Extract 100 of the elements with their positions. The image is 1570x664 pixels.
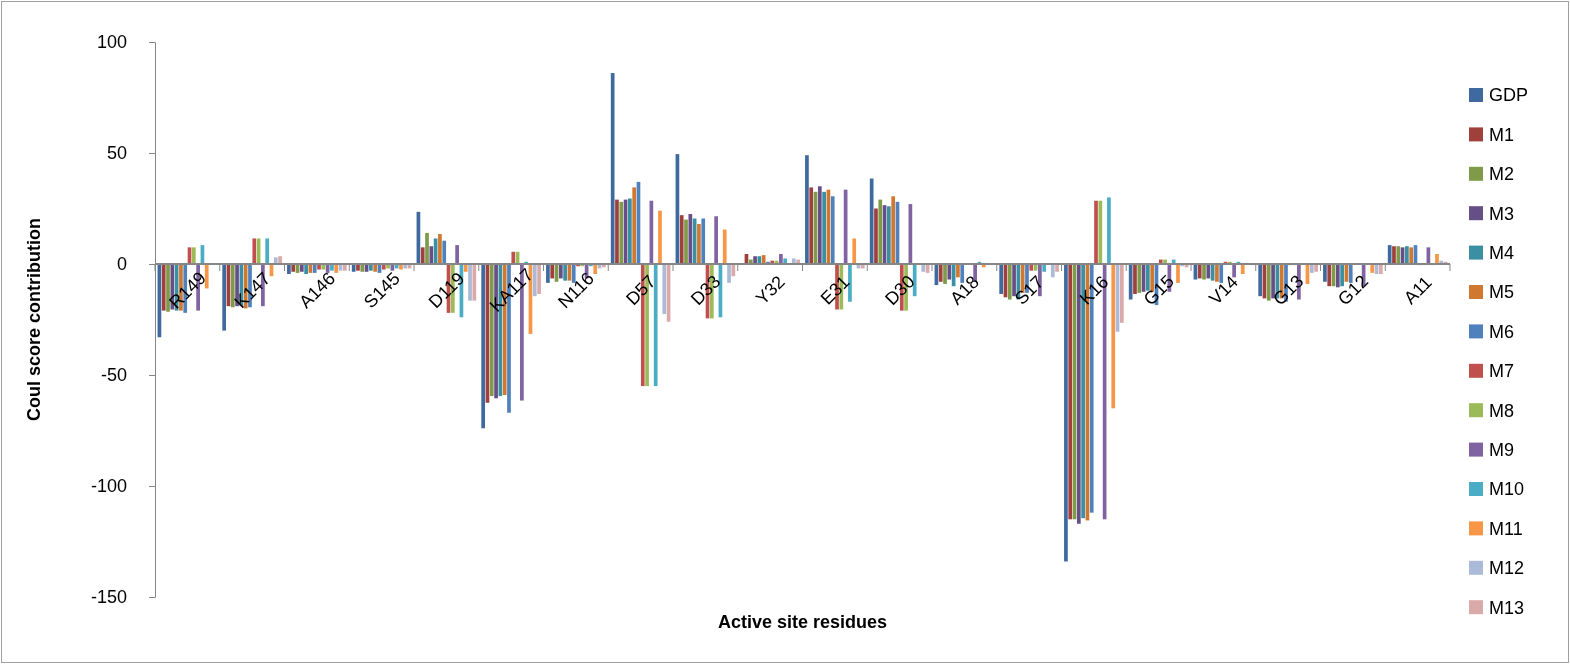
- bar: [287, 264, 291, 274]
- bar: [317, 264, 321, 270]
- bar: [1012, 264, 1016, 297]
- bar: [472, 264, 477, 301]
- bar: [351, 264, 356, 272]
- bar: [191, 247, 196, 264]
- bar: [356, 264, 360, 271]
- legend-label: M2: [1489, 164, 1515, 185]
- legend-label: M12: [1489, 558, 1525, 579]
- bar: [722, 229, 727, 264]
- bar: [1128, 264, 1133, 300]
- legend-label: M13: [1489, 597, 1525, 618]
- bar: [537, 264, 541, 294]
- x-axis-title: Active site residues: [717, 612, 888, 632]
- bar: [653, 264, 658, 387]
- legend-label: M8: [1489, 400, 1515, 421]
- bar: [1405, 246, 1409, 264]
- bar: [1042, 264, 1047, 272]
- bar: [420, 247, 425, 264]
- legend-label: M7: [1489, 361, 1515, 382]
- y-tick-label: -100: [90, 476, 127, 497]
- bar: [869, 178, 874, 264]
- bar: [1029, 264, 1034, 271]
- bar: [943, 264, 947, 284]
- bar: [628, 198, 632, 264]
- bar: [438, 234, 442, 264]
- bar: [878, 199, 883, 264]
- bar: [360, 264, 365, 272]
- x-tick-label: A18: [946, 271, 983, 309]
- bar: [848, 264, 852, 302]
- bar: [1258, 264, 1263, 297]
- bar: [1094, 200, 1098, 264]
- legend-label: M11: [1489, 518, 1523, 539]
- bar: [1435, 254, 1439, 264]
- y-tick-label: -150: [90, 587, 127, 608]
- bar: [1111, 264, 1116, 409]
- y-tick-label: -50: [100, 365, 127, 386]
- bar: [805, 155, 809, 264]
- bar: [1392, 246, 1396, 264]
- bar: [468, 264, 472, 301]
- bar: [1007, 264, 1012, 300]
- bar: [1396, 246, 1401, 264]
- bar: [312, 264, 317, 273]
- bar: [830, 196, 835, 264]
- x-tick-label: D33: [686, 271, 725, 309]
- bar: [1327, 264, 1332, 287]
- bar: [714, 216, 718, 264]
- x-tick-label: D30: [881, 271, 919, 309]
- x-tick-label: G13: [1269, 271, 1308, 310]
- bar: [334, 264, 339, 273]
- bar: [947, 264, 952, 280]
- bar: [222, 264, 227, 331]
- bar: [1335, 264, 1340, 288]
- bar: [299, 264, 304, 272]
- bar: [684, 219, 688, 264]
- bar: [921, 264, 926, 272]
- bar: [265, 238, 270, 264]
- bar: [632, 187, 637, 264]
- bar: [304, 264, 308, 274]
- bar: [481, 264, 486, 429]
- bar: [610, 73, 615, 264]
- bar: [1176, 264, 1180, 283]
- bar: [727, 264, 731, 283]
- bar: [679, 215, 684, 264]
- bar: [1119, 264, 1124, 323]
- x-tick-label: E31: [816, 271, 854, 309]
- bar: [874, 208, 878, 264]
- y-tick-label: 100: [96, 32, 127, 53]
- legend-label: M4: [1489, 242, 1515, 263]
- bar: [278, 256, 282, 264]
- bar: [783, 258, 788, 264]
- bar: [1387, 245, 1392, 264]
- x-tick-label: K16: [1075, 271, 1113, 309]
- legend-label: M5: [1489, 282, 1515, 303]
- bar: [204, 264, 209, 289]
- bar: [701, 218, 706, 264]
- bar: [550, 264, 555, 279]
- bar: [658, 210, 662, 264]
- bar: [1098, 200, 1103, 264]
- bar: [455, 245, 459, 264]
- bar: [230, 264, 235, 308]
- bar: [822, 191, 826, 264]
- x-tick-label: S17: [1010, 271, 1048, 309]
- bar: [1370, 264, 1375, 273]
- bar: [1314, 264, 1318, 272]
- bar: [1409, 247, 1414, 264]
- bar: [1055, 264, 1059, 272]
- bar: [369, 264, 373, 271]
- bar: [1378, 264, 1383, 274]
- bar: [593, 264, 598, 274]
- bar: [852, 238, 857, 264]
- bar: [166, 264, 170, 312]
- bar: [532, 264, 537, 297]
- bar: [273, 257, 278, 264]
- y-tick-label: 50: [106, 143, 127, 164]
- bar: [1197, 264, 1202, 279]
- bar: [252, 238, 257, 264]
- bar: [429, 246, 434, 264]
- bar: [463, 264, 468, 272]
- bar: [688, 214, 693, 264]
